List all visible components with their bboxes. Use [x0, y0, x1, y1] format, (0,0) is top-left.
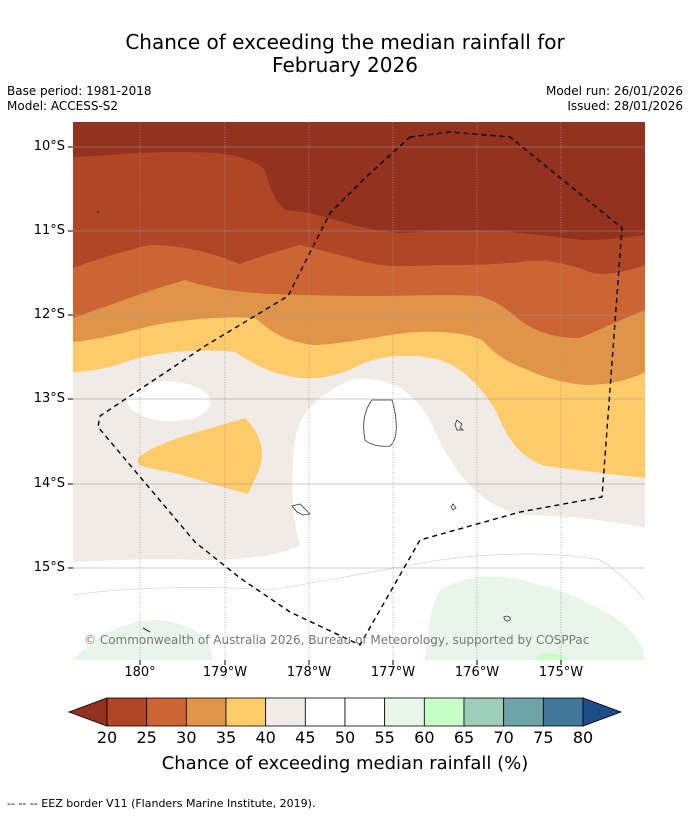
- island: [450, 503, 457, 511]
- copyright-notice: © Commonwealth of Australia 2026, Bureau…: [84, 633, 590, 647]
- island: [363, 399, 397, 447]
- lat-label-10s: 10°S: [33, 139, 65, 154]
- colorbar-segment: [344, 697, 386, 727]
- colorbar-tick-label: 45: [295, 728, 316, 747]
- colorbar-segment: [265, 697, 306, 727]
- colorbar-tick-label: 30: [176, 728, 197, 747]
- lat-label-14s: 14°S: [33, 476, 65, 491]
- axis-ticks: [68, 146, 562, 665]
- colorbar-segment: [146, 697, 187, 727]
- colorbar-tick-label: 40: [255, 728, 276, 747]
- colorbar-tick-label: 60: [414, 728, 435, 747]
- colorbar-tick-label: 20: [96, 728, 118, 747]
- colorbar: [67, 697, 623, 727]
- colorbar-tick-label: 65: [453, 728, 475, 747]
- lat-label-11s: 11°S: [33, 223, 65, 238]
- gridlines: [73, 122, 645, 660]
- title-line-1: Chance of exceeding the median rainfall …: [125, 30, 565, 54]
- lon-label-179w: 179°W: [202, 665, 248, 680]
- contour-line: [73, 553, 645, 601]
- lon-label-178w: 178°W: [286, 665, 332, 680]
- zone-pocket-40-45: [138, 418, 262, 494]
- colorbar-tick-label: 50: [334, 728, 356, 747]
- base-period: Base period: 1981-2018: [7, 84, 152, 98]
- colorbar-label: Chance of exceeding median rainfall (%): [161, 753, 529, 774]
- colorbar-segment: [185, 697, 227, 727]
- eez-legend: -- -- -- EEZ border V11 (Flanders Marine…: [7, 797, 316, 810]
- model-run: Model run: 26/01/2026: [545, 84, 683, 98]
- title-line-2: February 2026: [272, 53, 418, 77]
- colorbar-tick-label: 35: [215, 728, 237, 747]
- zone-pocket-50-55: [126, 381, 211, 422]
- lon-label-175w: 175°W: [538, 665, 584, 680]
- colorbar-segment: [423, 697, 465, 727]
- colorbar-extend-low: [67, 697, 108, 727]
- lat-label-12s: 12°S: [33, 307, 65, 322]
- lon-label-180: 180°: [124, 665, 156, 680]
- model-name: Model: ACCESS-S2: [7, 99, 119, 113]
- island: [503, 615, 511, 622]
- colorbar-segment: [384, 697, 425, 727]
- colorbar-tick-label: 25: [136, 728, 157, 747]
- zone-55-60-left: [73, 620, 212, 660]
- zone-55-60-right: [425, 576, 645, 660]
- colorbar-segment: [106, 697, 148, 727]
- meta-left: Base period: 1981-2018 Model: ACCESS-S2: [7, 84, 152, 114]
- colorbar-extend-high: [582, 697, 623, 727]
- lat-label-13s: 13°S: [33, 391, 65, 406]
- map-title: Chance of exceeding the median rainfall …: [0, 31, 690, 77]
- eez-border: [97, 131, 623, 646]
- colorbar-segment: [304, 697, 346, 727]
- zone-20-25: [73, 122, 645, 240]
- meta-right: Model run: 26/01/2026 Issued: 28/01/2026: [546, 84, 683, 114]
- island: [291, 503, 311, 516]
- colorbar-segment: [503, 697, 544, 727]
- lat-label-15s: 15°S: [33, 560, 65, 575]
- lon-label-176w: 176°W: [454, 665, 500, 680]
- colorbar-tick-label: 75: [533, 728, 554, 747]
- colorbar-segment: [542, 697, 584, 727]
- issued-date: Issued: 28/01/2026: [567, 99, 683, 113]
- colorbar-segment: [463, 697, 505, 727]
- colorbar-tick-label: 80: [572, 728, 594, 747]
- island: [142, 627, 151, 633]
- colorbar-segment: [225, 697, 267, 727]
- island: [454, 419, 465, 431]
- colorbar-tick-label: 70: [493, 728, 514, 747]
- zone-60-65-right: [535, 653, 570, 660]
- colorbar-tick-label: 55: [374, 728, 395, 747]
- island: [97, 211, 99, 213]
- lon-label-177w: 177°W: [370, 665, 416, 680]
